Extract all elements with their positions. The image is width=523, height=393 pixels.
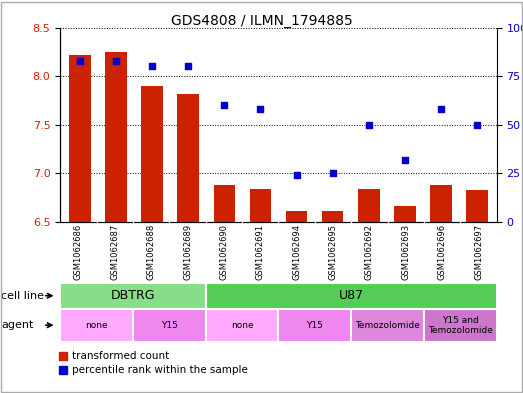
Text: GSM1062693: GSM1062693 xyxy=(401,224,411,280)
Bar xyxy=(177,94,199,222)
Bar xyxy=(249,189,271,222)
Bar xyxy=(213,185,235,222)
Text: percentile rank within the sample: percentile rank within the sample xyxy=(72,365,247,375)
Bar xyxy=(424,309,497,342)
Text: GSM1062690: GSM1062690 xyxy=(220,224,229,280)
Point xyxy=(437,106,445,112)
Bar xyxy=(430,185,452,222)
Bar xyxy=(394,206,416,222)
Bar xyxy=(206,309,278,342)
Bar xyxy=(466,190,488,222)
Bar xyxy=(278,309,351,342)
Text: GSM1062696: GSM1062696 xyxy=(438,224,447,280)
Point xyxy=(401,157,409,163)
Bar xyxy=(206,283,497,309)
Text: GSM1062697: GSM1062697 xyxy=(474,224,483,280)
Bar xyxy=(105,52,127,222)
Text: U87: U87 xyxy=(339,289,364,302)
Text: GSM1062687: GSM1062687 xyxy=(110,224,119,280)
Text: Y15 and
Temozolomide: Y15 and Temozolomide xyxy=(428,316,493,335)
Text: GDS4808 / ILMN_1794885: GDS4808 / ILMN_1794885 xyxy=(170,14,353,28)
Text: none: none xyxy=(85,321,108,330)
Text: Y15: Y15 xyxy=(306,321,323,330)
Point xyxy=(76,57,84,64)
Bar xyxy=(69,55,91,222)
Text: GSM1062694: GSM1062694 xyxy=(292,224,301,280)
Point xyxy=(473,122,481,128)
Text: Y15: Y15 xyxy=(161,321,178,330)
Text: agent: agent xyxy=(1,320,33,330)
Text: GSM1062688: GSM1062688 xyxy=(146,224,156,280)
Text: GSM1062692: GSM1062692 xyxy=(365,224,374,280)
Text: transformed count: transformed count xyxy=(72,351,169,361)
Point xyxy=(256,106,265,112)
Bar xyxy=(358,189,380,222)
Text: GSM1062689: GSM1062689 xyxy=(183,224,192,280)
Bar xyxy=(351,309,424,342)
Point xyxy=(220,102,229,108)
Text: GSM1062686: GSM1062686 xyxy=(74,224,83,280)
Text: DBTRG: DBTRG xyxy=(111,289,155,302)
Bar xyxy=(60,283,206,309)
Text: none: none xyxy=(231,321,254,330)
Bar xyxy=(60,309,133,342)
Bar xyxy=(141,86,163,222)
Text: Temozolomide: Temozolomide xyxy=(355,321,420,330)
Point xyxy=(184,63,192,70)
Point xyxy=(112,57,120,64)
Text: GSM1062695: GSM1062695 xyxy=(328,224,337,280)
Point xyxy=(365,122,373,128)
Bar xyxy=(133,309,206,342)
Text: cell line: cell line xyxy=(1,291,44,301)
Bar xyxy=(322,211,344,222)
Text: GSM1062691: GSM1062691 xyxy=(256,224,265,280)
Point xyxy=(148,63,156,70)
Point xyxy=(292,172,301,178)
Bar xyxy=(286,211,308,222)
Point xyxy=(328,170,337,176)
